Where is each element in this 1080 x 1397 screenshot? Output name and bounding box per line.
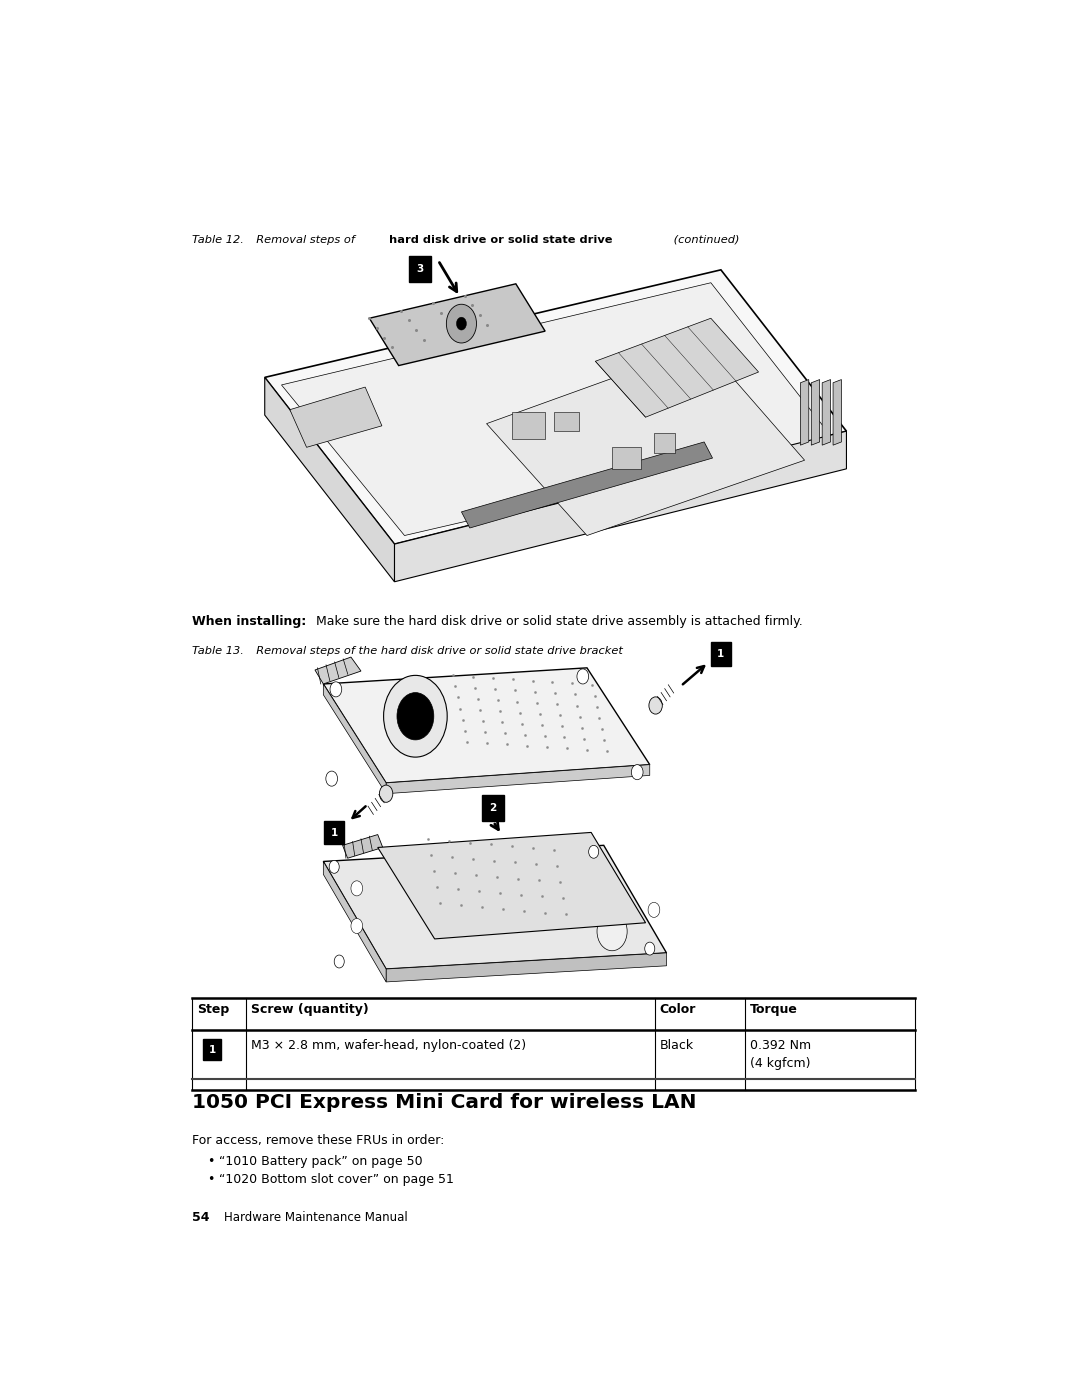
Text: 1: 1	[717, 650, 725, 659]
Text: M3 × 2.8 mm, wafer-head, nylon-coated (2): M3 × 2.8 mm, wafer-head, nylon-coated (2…	[252, 1039, 526, 1052]
Polygon shape	[595, 319, 758, 418]
FancyBboxPatch shape	[512, 412, 545, 439]
FancyBboxPatch shape	[612, 447, 642, 469]
Polygon shape	[394, 432, 847, 581]
Text: 0.392 Nm: 0.392 Nm	[751, 1039, 811, 1052]
Text: Removal steps of the hard disk drive or solid state drive bracket: Removal steps of the hard disk drive or …	[248, 647, 623, 657]
Text: 1: 1	[330, 828, 338, 838]
FancyBboxPatch shape	[554, 412, 579, 432]
Text: Table 12.: Table 12.	[192, 235, 244, 244]
Polygon shape	[323, 668, 650, 782]
Circle shape	[649, 697, 662, 714]
Polygon shape	[461, 441, 713, 528]
Circle shape	[351, 882, 363, 895]
Text: •: •	[207, 1155, 214, 1168]
Text: 1050 PCI Express Mini Card for wireless LAN: 1050 PCI Express Mini Card for wireless …	[192, 1092, 697, 1112]
Circle shape	[330, 682, 341, 697]
Polygon shape	[323, 845, 666, 970]
Circle shape	[397, 693, 434, 740]
FancyBboxPatch shape	[711, 643, 731, 666]
Polygon shape	[323, 862, 387, 982]
Text: Make sure the hard disk drive or solid state drive assembly is attached firmly.: Make sure the hard disk drive or solid s…	[315, 615, 802, 629]
Text: (4 kgfcm): (4 kgfcm)	[751, 1058, 811, 1070]
Text: (continued): (continued)	[670, 235, 740, 244]
Circle shape	[645, 942, 654, 956]
Text: •: •	[207, 1173, 214, 1186]
Text: For access, remove these FRUs in order:: For access, remove these FRUs in order:	[192, 1133, 444, 1147]
Polygon shape	[323, 685, 387, 793]
Text: Screw (quantity): Screw (quantity)	[252, 1003, 369, 1017]
Text: “1010 Battery pack” on page 50: “1010 Battery pack” on page 50	[218, 1155, 422, 1168]
Circle shape	[379, 785, 393, 802]
Circle shape	[597, 912, 627, 951]
Circle shape	[577, 669, 589, 685]
Circle shape	[648, 902, 660, 918]
Polygon shape	[342, 834, 382, 858]
Text: 54: 54	[192, 1211, 210, 1224]
Polygon shape	[833, 380, 841, 446]
Text: “1020 Bottom slot cover” on page 51: “1020 Bottom slot cover” on page 51	[218, 1173, 454, 1186]
Circle shape	[446, 305, 476, 344]
Polygon shape	[265, 270, 847, 545]
Polygon shape	[282, 282, 832, 535]
Text: Black: Black	[660, 1039, 693, 1052]
FancyBboxPatch shape	[408, 256, 431, 282]
Circle shape	[334, 956, 345, 968]
Polygon shape	[800, 380, 809, 446]
Circle shape	[457, 317, 467, 330]
FancyBboxPatch shape	[324, 820, 345, 844]
Polygon shape	[387, 953, 666, 982]
Polygon shape	[486, 345, 805, 535]
Circle shape	[589, 845, 598, 858]
Circle shape	[329, 861, 339, 873]
FancyBboxPatch shape	[203, 1039, 221, 1060]
Text: 3: 3	[416, 264, 423, 274]
Text: Table 13.: Table 13.	[192, 647, 244, 657]
FancyBboxPatch shape	[653, 433, 675, 453]
Circle shape	[383, 675, 447, 757]
Text: Removal steps of: Removal steps of	[248, 235, 359, 244]
Circle shape	[351, 918, 363, 933]
Text: Torque: Torque	[751, 1003, 798, 1017]
Text: Hardware Maintenance Manual: Hardware Maintenance Manual	[224, 1211, 407, 1224]
Polygon shape	[369, 284, 545, 366]
Text: 1: 1	[208, 1045, 216, 1055]
Polygon shape	[289, 387, 382, 447]
Circle shape	[326, 771, 338, 787]
Text: Step: Step	[197, 1003, 229, 1017]
Polygon shape	[315, 657, 361, 685]
Text: Color: Color	[660, 1003, 697, 1017]
FancyBboxPatch shape	[482, 795, 504, 820]
Text: 2: 2	[489, 803, 497, 813]
Polygon shape	[822, 380, 831, 446]
Polygon shape	[811, 380, 820, 446]
Polygon shape	[378, 833, 646, 939]
Polygon shape	[387, 764, 650, 793]
Text: hard disk drive or solid state drive: hard disk drive or solid state drive	[389, 235, 612, 244]
Text: When installing:: When installing:	[192, 615, 306, 629]
Polygon shape	[265, 377, 394, 581]
Circle shape	[632, 764, 643, 780]
